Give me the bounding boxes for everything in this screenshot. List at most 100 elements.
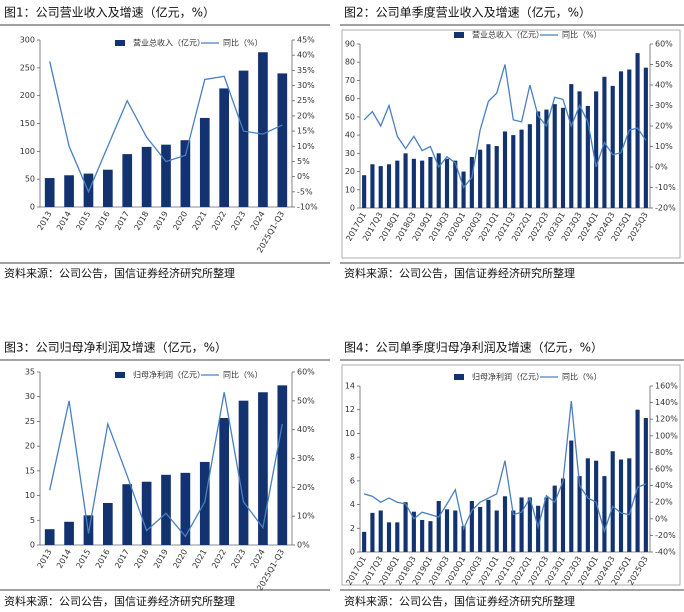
bar (569, 84, 574, 208)
y-tick-label: 50 (25, 175, 35, 184)
bar (238, 70, 249, 207)
growth-line (363, 400, 647, 534)
bar (258, 392, 268, 545)
x-tick-label: 2024 (249, 548, 267, 570)
bar (594, 460, 599, 552)
legend-label: 同比（%） (562, 30, 602, 40)
y2-tick-label: -10% (297, 203, 318, 212)
bar (544, 109, 549, 208)
y2-tick-label: 120% (655, 415, 678, 424)
bar (411, 158, 416, 208)
bar (103, 169, 113, 207)
bar (486, 144, 491, 208)
bar (122, 154, 133, 207)
bar (585, 458, 590, 552)
bar (635, 53, 640, 208)
y-tick-label: 8 (350, 453, 355, 462)
y2-tick-label: 5% (297, 157, 310, 166)
bar (461, 525, 466, 552)
bar (502, 496, 508, 552)
bar (44, 178, 55, 207)
source-note: 资料来源：公司公告，国信证券经济研究所整理 (344, 594, 575, 608)
y2-tick-label: 80% (655, 448, 673, 457)
y-tick-label: 0 (30, 541, 35, 550)
bar (141, 146, 152, 207)
legend-swatch (454, 374, 464, 380)
growth-line (363, 64, 647, 189)
y2-tick-label: 25% (297, 96, 315, 105)
source-note: 资料来源：公司公告，国信证券经济研究所整理 (344, 266, 575, 280)
legend-label: 同比（%） (562, 372, 602, 382)
growth-line (49, 61, 283, 194)
x-tick-label: 2017 (113, 210, 131, 232)
bar (469, 156, 474, 208)
y2-tick-label: -20% (655, 204, 676, 213)
y-tick-label: 14 (345, 382, 355, 391)
y2-tick-label: 0% (655, 163, 668, 172)
bar (635, 409, 640, 552)
x-tick-label: 2021 (191, 548, 209, 570)
plot-frame (341, 29, 681, 259)
y-tick-label: 50 (345, 112, 355, 121)
y-tick-label: 25 (25, 417, 35, 426)
bar (511, 135, 516, 208)
bar (378, 510, 383, 552)
y-tick-label: 10 (345, 185, 355, 194)
bar (527, 124, 532, 208)
bar (219, 88, 229, 207)
bar (277, 385, 288, 545)
y2-tick-label: 50% (655, 60, 673, 69)
legend-swatch (115, 40, 125, 46)
y-tick-label: 30 (25, 392, 35, 401)
y2-tick-label: 20% (655, 498, 673, 507)
x-tick-label: 2021 (191, 210, 209, 232)
x-tick-label: 2013 (36, 210, 54, 232)
x-tick-label: 2020 (171, 210, 189, 232)
bar (469, 501, 474, 552)
x-tick-label: 2023 (229, 548, 247, 570)
bar (519, 129, 524, 208)
bar (519, 497, 524, 552)
bar (411, 511, 416, 552)
bar (627, 69, 632, 208)
bar (378, 166, 383, 208)
bar (453, 160, 458, 208)
bar (627, 458, 632, 552)
bar (618, 71, 624, 208)
x-tick-label: 2020 (171, 548, 189, 570)
bar (420, 160, 425, 208)
bar (527, 497, 532, 552)
bar (594, 91, 599, 208)
bar (536, 111, 541, 208)
bar (610, 85, 615, 208)
bar (560, 107, 566, 208)
legend-label: 归母净利润（亿元） (472, 372, 544, 382)
legend-label: 同比（%） (223, 38, 263, 48)
bar (199, 117, 210, 207)
y2-tick-label: 10% (297, 512, 315, 521)
y2-tick-label: 60% (655, 465, 673, 474)
bar (552, 485, 557, 552)
bar (544, 497, 549, 552)
y-tick-label: 0 (350, 204, 355, 213)
legend-label: 同比（%） (223, 370, 263, 380)
bar (395, 160, 400, 208)
y-tick-label: 12 (345, 405, 355, 414)
bar (643, 418, 648, 552)
bar (602, 476, 607, 552)
bar (420, 519, 425, 552)
x-tick-label: 2019 (152, 548, 170, 570)
x-tick-label: 2014 (55, 548, 73, 570)
bar (428, 521, 433, 552)
bar (258, 52, 268, 207)
y-tick-label: 250 (20, 63, 35, 72)
x-tick-label: 2024 (249, 210, 267, 232)
y2-tick-label: 40% (297, 51, 315, 60)
bar (64, 521, 74, 545)
legend-swatch (115, 372, 125, 378)
x-tick-label: 2016 (94, 548, 112, 570)
y2-tick-label: -5% (297, 187, 313, 196)
bar (444, 158, 450, 208)
y2-tick-label: 20% (655, 122, 673, 131)
y2-tick-label: 10% (655, 142, 673, 151)
